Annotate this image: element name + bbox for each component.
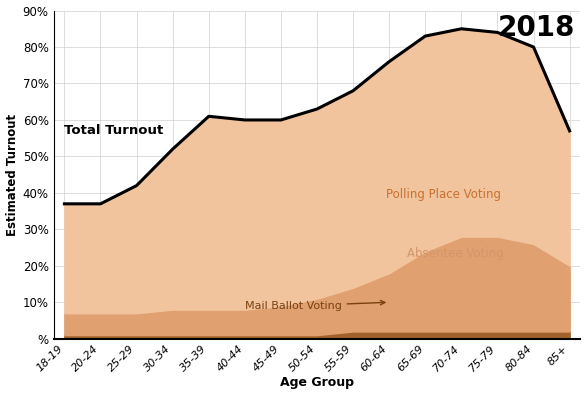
Text: Mail Ballot Voting: Mail Ballot Voting — [245, 301, 385, 311]
Text: Total Turnout: Total Turnout — [64, 124, 163, 137]
Text: 2018: 2018 — [498, 14, 575, 42]
Text: Polling Place Voting: Polling Place Voting — [386, 188, 500, 201]
Text: Absentee Voting: Absentee Voting — [407, 247, 503, 260]
Y-axis label: Estimated Turnout: Estimated Turnout — [5, 114, 19, 236]
X-axis label: Age Group: Age Group — [280, 376, 354, 389]
